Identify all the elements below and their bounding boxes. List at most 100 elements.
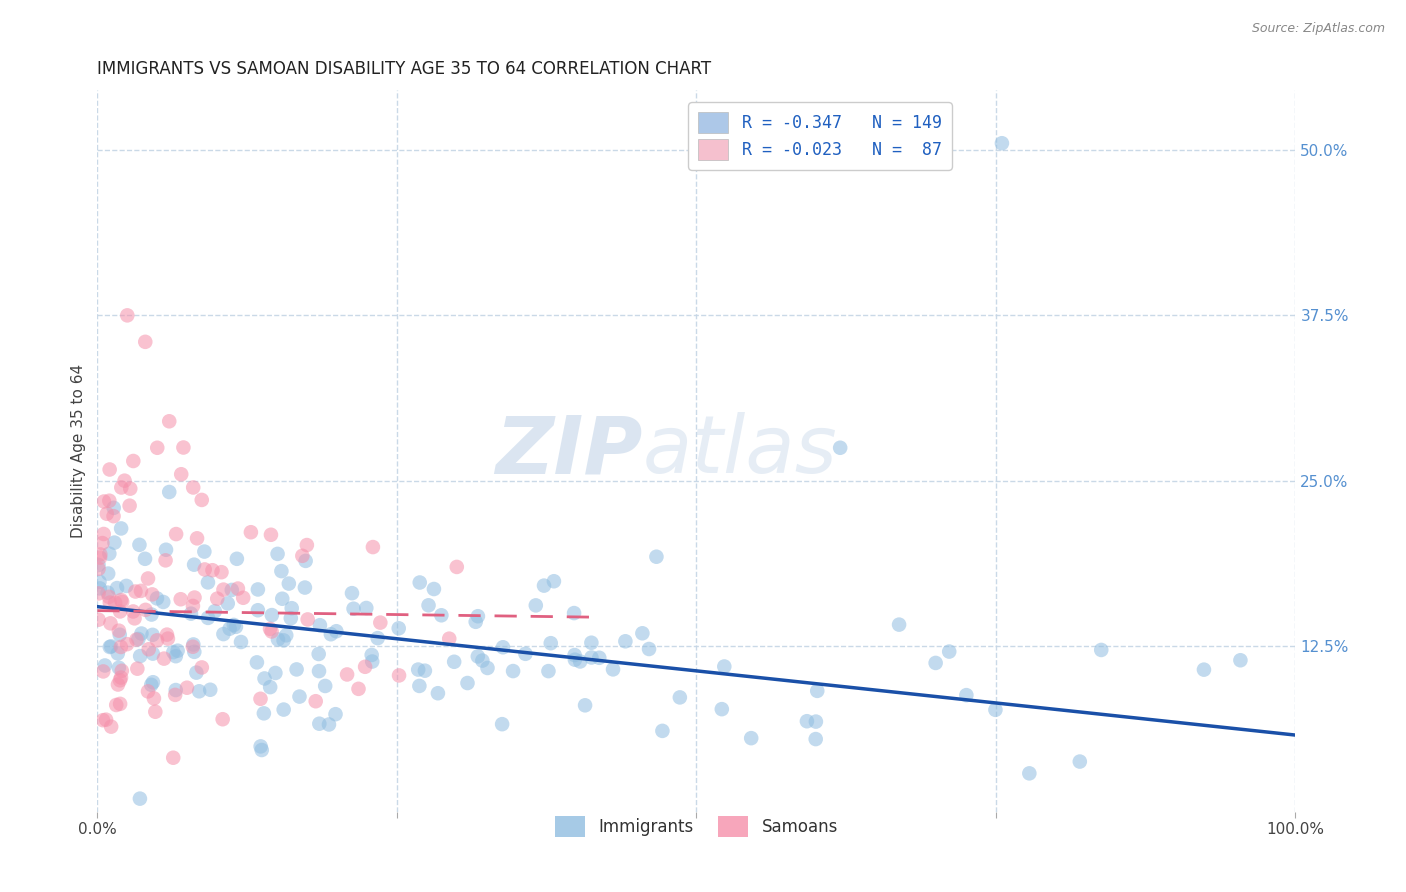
Point (266, 547, 288, 561)
Point (361, 655, 384, 669)
Point (543, 574, 565, 589)
Point (533, 579, 555, 593)
Point (98, 493, 121, 508)
Point (804, 714, 827, 729)
Point (222, 618, 245, 632)
Point (176, 681, 198, 695)
Point (181, 481, 204, 495)
Point (111, 595, 134, 609)
Point (108, 628, 131, 642)
Point (291, 549, 314, 563)
Point (264, 665, 287, 680)
Point (114, 474, 136, 488)
Point (165, 527, 187, 541)
Point (423, 582, 446, 596)
Point (1192, 663, 1215, 677)
Point (308, 664, 330, 678)
Point (157, 414, 180, 428)
Point (146, 633, 169, 648)
Point (347, 681, 370, 696)
Point (110, 481, 132, 495)
Point (93, 527, 115, 541)
Point (492, 640, 515, 655)
Point (194, 562, 217, 576)
Point (136, 572, 159, 586)
Point (259, 622, 281, 636)
Point (581, 650, 603, 665)
Point (125, 632, 148, 647)
Point (129, 791, 152, 805)
Y-axis label: Disability Age 35 to 64: Disability Age 35 to 64 (72, 364, 86, 538)
Point (938, 644, 960, 658)
Point (276, 628, 298, 642)
Point (413, 664, 436, 678)
Point (253, 672, 276, 686)
Point (103, 509, 125, 524)
Point (325, 624, 347, 639)
Point (260, 528, 283, 542)
Point (108, 673, 131, 688)
Point (172, 441, 194, 455)
Point (305, 694, 328, 708)
Point (409, 575, 432, 590)
Point (186, 532, 208, 546)
Point (162, 750, 184, 764)
Point (631, 626, 654, 640)
Point (211, 712, 233, 726)
Point (308, 716, 330, 731)
Point (115, 579, 138, 593)
Point (97, 566, 120, 581)
Point (360, 648, 382, 662)
Point (280, 601, 302, 615)
Point (135, 603, 157, 617)
Point (225, 551, 247, 566)
Point (115, 637, 138, 651)
Point (370, 615, 392, 630)
Point (131, 626, 153, 640)
Point (207, 591, 229, 606)
Point (806, 684, 828, 698)
Point (183, 591, 205, 605)
Point (804, 732, 827, 747)
Point (141, 607, 163, 622)
Point (602, 662, 624, 676)
Point (669, 690, 692, 705)
Point (134, 334, 156, 349)
Point (250, 743, 273, 757)
Point (124, 584, 146, 599)
Point (127, 662, 149, 676)
Point (515, 647, 537, 661)
Point (107, 647, 129, 661)
Point (117, 309, 139, 323)
Text: Source: ZipAtlas.com: Source: ZipAtlas.com (1251, 22, 1385, 36)
Point (165, 683, 187, 698)
Point (430, 608, 453, 623)
Point (122, 604, 145, 618)
Point (141, 628, 163, 642)
Point (225, 620, 247, 634)
Point (183, 558, 205, 572)
Point (91, 536, 114, 550)
Point (87, 558, 110, 572)
Point (325, 707, 347, 722)
Point (89, 548, 111, 562)
Point (1229, 653, 1251, 667)
Point (477, 661, 499, 675)
Point (108, 661, 131, 675)
Point (426, 686, 449, 700)
Point (564, 648, 586, 662)
Point (142, 647, 165, 661)
Point (319, 627, 342, 641)
Point (446, 560, 468, 574)
Point (107, 677, 129, 691)
Point (273, 702, 295, 716)
Point (464, 615, 486, 629)
Point (388, 621, 411, 635)
Point (984, 703, 1007, 717)
Point (581, 636, 603, 650)
Point (141, 678, 163, 692)
Point (273, 633, 295, 648)
Point (740, 731, 762, 746)
Point (98, 547, 121, 561)
Point (181, 640, 204, 654)
